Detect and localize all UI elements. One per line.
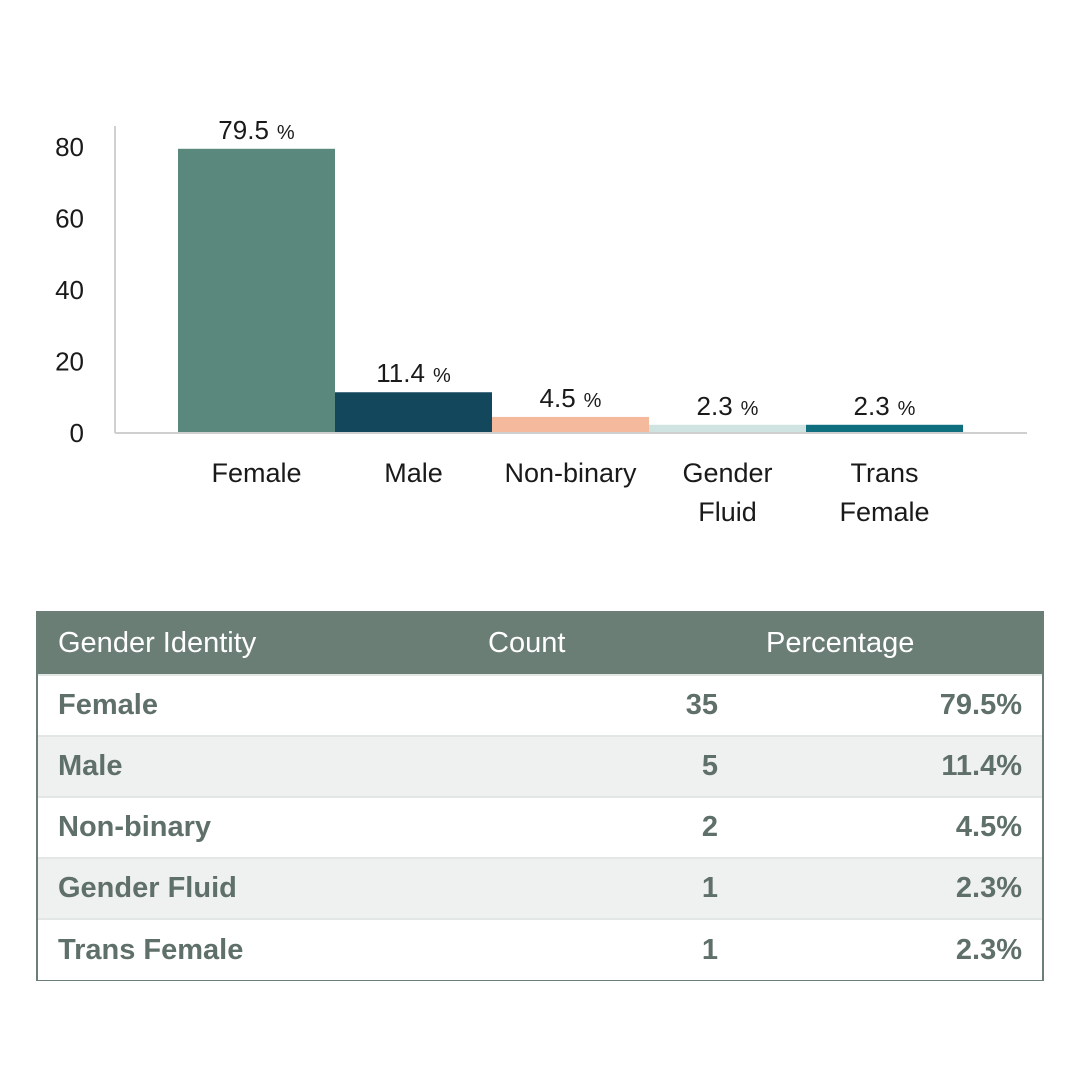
bar-female [178,148,335,433]
cell-percentage: 2.3% [955,872,1022,904]
cell-identity: Gender Fluid [58,872,237,904]
y-tick-label: 60 [55,204,84,234]
cell-identity: Male [58,750,123,782]
cell-percentage: 4.5% [955,811,1022,843]
header-gender-identity: Gender Identity [58,627,257,659]
header-percentage: Percentage [766,627,915,659]
table-row: Female 35 79.5% [38,675,1042,736]
cell-count: 1 [701,872,718,904]
cell-count: 1 [701,933,718,966]
bar-non-binary [492,416,649,433]
data-label: 2.3% [697,391,759,421]
cell-percentage: 2.3% [955,933,1022,966]
data-label: 4.5% [540,383,602,413]
x-category-label: Gender [682,458,772,488]
x-category-label: Male [384,458,443,488]
data-label: 2.3% [854,391,916,421]
stats-table: Gender Identity Count Percentage Female … [38,613,1042,980]
cell-count: 35 [685,689,718,721]
table-row: Trans Female 1 2.3% [38,919,1042,980]
cell-percentage: 79.5% [939,689,1022,721]
table-row: Male 5 11.4% [38,736,1042,797]
x-category-label: Fluid [698,497,757,527]
y-tick-label: 0 [70,418,84,448]
table-header-row: Gender Identity Count Percentage [38,613,1042,675]
cell-identity: Trans Female [58,933,244,966]
header-count: Count [488,627,566,659]
cell-count: 5 [701,750,718,782]
data-label: 79.5% [218,115,295,145]
bar-gender-fluid [649,424,806,433]
y-tick-label: 40 [55,275,84,305]
bar-trans-female [806,424,963,433]
table-row: Gender Fluid 1 2.3% [38,858,1042,919]
cell-percentage: 11.4% [941,750,1022,782]
x-category-label: Trans [850,458,918,488]
y-tick-label: 20 [55,347,84,377]
cell-identity: Non-binary [58,811,212,843]
x-category-label: Non-binary [504,458,637,488]
bar-male [335,392,492,433]
chart-svg: 0 20 40 60 80 79.5 % 11.4 % 4.5% 2.3% 2.3 % Female Mal… [55,115,1027,527]
x-category-label: Female [211,458,301,488]
gender-identity-table: Gender Identity Count Percentage Female … [36,611,1044,981]
y-tick-label: 80 [55,132,84,162]
cell-identity: Female [58,689,158,721]
cell-count: 2 [701,811,718,843]
table-row: Non-binary 2 4.5% [38,797,1042,858]
data-label: 11.4% [376,358,451,388]
x-category-label: Female [839,497,929,527]
bar-chart: 0 20 40 60 80 79.5% 11.4% 4.5% 2.3% 2.3% Female Mal… [55,115,1027,527]
